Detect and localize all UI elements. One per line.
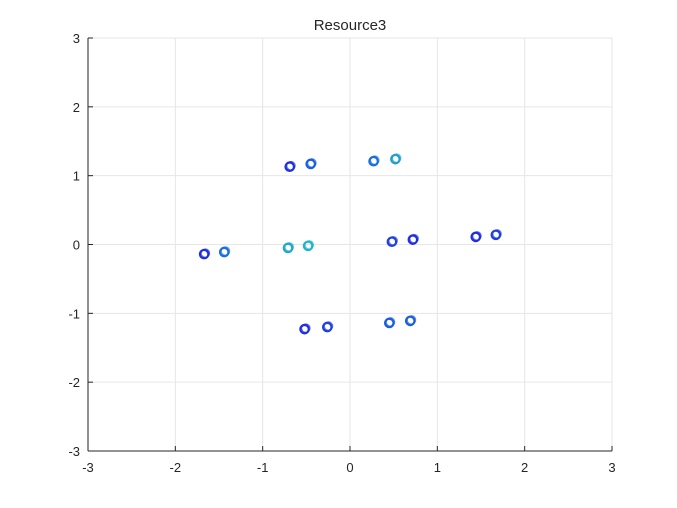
data-point-marker-overlap <box>286 160 296 171</box>
data-point-marker-overlap <box>406 315 417 325</box>
data-point-marker-overlap <box>369 155 380 166</box>
data-point-marker-overlap <box>492 229 502 239</box>
y-tick-label: -1 <box>68 306 80 321</box>
data-point-marker <box>282 242 294 254</box>
data-point-marker <box>284 161 296 173</box>
data-point-marker <box>407 234 419 245</box>
x-tick-label: 0 <box>346 460 353 475</box>
data-point-marker-overlap <box>307 158 317 168</box>
y-tick-label: 2 <box>73 100 80 115</box>
data-point-marker <box>305 158 316 170</box>
y-tick-label: -2 <box>68 375 80 390</box>
data-point-marker <box>218 246 230 258</box>
data-point-marker-overlap <box>388 235 398 246</box>
data-point-marker-overlap <box>304 240 315 250</box>
data-point-marker-overlap <box>300 323 311 333</box>
data-points <box>198 153 502 335</box>
x-tick-label: 1 <box>434 460 441 475</box>
data-point-marker <box>302 240 314 252</box>
grid-lines <box>87 37 613 452</box>
data-point-marker <box>404 315 416 327</box>
data-point-marker <box>299 323 310 335</box>
data-point-marker <box>490 229 502 241</box>
data-point-marker <box>198 248 210 260</box>
y-tick-label: 3 <box>73 31 80 46</box>
data-point-marker-overlap <box>284 242 294 252</box>
data-point-marker-overlap <box>391 153 402 163</box>
data-point-marker <box>368 155 379 167</box>
x-tick-label: -2 <box>170 460 182 475</box>
x-tick-label: 2 <box>521 460 528 475</box>
y-tick-label: -3 <box>68 444 80 459</box>
data-point-marker <box>470 231 482 243</box>
x-tick-label: 3 <box>608 460 615 475</box>
data-point-marker-overlap <box>200 248 211 258</box>
data-point-marker <box>390 153 401 165</box>
data-point-marker <box>386 236 398 248</box>
y-tick-label: 1 <box>73 169 80 184</box>
data-point-marker-overlap <box>472 231 482 241</box>
data-point-marker-overlap <box>220 246 231 256</box>
x-tick-labels: -3 -2 -1 0 1 2 3 <box>82 460 615 475</box>
x-tick-label: -1 <box>257 460 269 475</box>
data-point-marker <box>383 317 395 329</box>
axes <box>87 37 613 452</box>
chart-title: Resource3 <box>314 17 387 34</box>
x-tick-label: -3 <box>82 460 94 475</box>
y-tick-labels: 3 2 1 0 -1 -2 -3 <box>68 31 80 459</box>
data-point-marker-overlap <box>385 317 396 327</box>
data-point-marker-overlap <box>323 321 334 331</box>
data-point-marker <box>321 321 333 333</box>
y-tick-label: 0 <box>73 238 80 253</box>
data-point-marker-overlap <box>409 233 419 244</box>
